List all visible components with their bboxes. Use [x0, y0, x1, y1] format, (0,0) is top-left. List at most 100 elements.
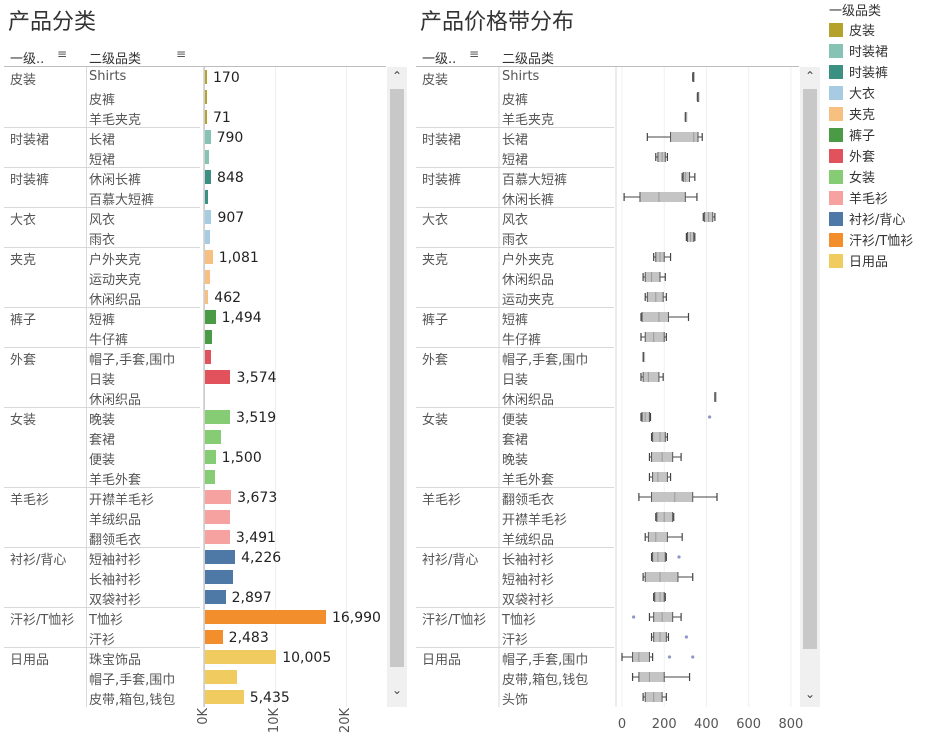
group-label: 羊毛衫: [422, 493, 462, 508]
bar[interactable]: [205, 510, 231, 524]
bar[interactable]: [205, 670, 238, 684]
legend-item[interactable]: 大衣: [829, 83, 875, 102]
bar-value-label: 1,081: [218, 250, 259, 266]
bar[interactable]: [205, 110, 207, 124]
group-label: 外套: [10, 353, 37, 368]
legend-item[interactable]: 时装裤: [829, 62, 888, 81]
box: [653, 612, 673, 622]
bar[interactable]: [205, 410, 231, 424]
bar[interactable]: [205, 430, 222, 444]
bar[interactable]: [205, 250, 213, 264]
group-label: 皮装: [422, 73, 449, 88]
bar[interactable]: [205, 610, 326, 624]
legend-item[interactable]: 夹克: [829, 104, 875, 123]
legend-label: 日用品: [849, 255, 889, 270]
bar[interactable]: [205, 310, 216, 324]
legend-item[interactable]: 日用品: [829, 251, 888, 270]
group-label: 夹克: [422, 253, 449, 268]
legend-item[interactable]: 皮装: [829, 20, 875, 39]
box: [647, 292, 664, 302]
category-label: 长裙: [502, 133, 529, 148]
category-label: 羊毛外套: [502, 473, 555, 488]
category-label: 休闲织品: [89, 293, 142, 308]
bar-value-label: 4,226: [241, 550, 282, 566]
category-label: Shirts: [89, 69, 127, 84]
category-label: 雨衣: [89, 233, 116, 248]
bar[interactable]: [205, 130, 211, 144]
left-col2-header[interactable]: 二级品类: [89, 52, 142, 67]
legend-item[interactable]: 衬衫/背心: [829, 209, 905, 228]
category-label: 羊绒织品: [89, 513, 142, 528]
axis-tick-label: 20K: [338, 708, 354, 734]
bar[interactable]: [205, 490, 232, 504]
sort-descending-icon[interactable]: ≡: [176, 47, 187, 61]
scrollbar-thumb[interactable]: [390, 89, 404, 667]
outlier-point: [632, 615, 636, 619]
scroll-down-icon[interactable]: ⌄: [804, 687, 816, 701]
bar[interactable]: [205, 270, 210, 284]
box: [683, 172, 690, 182]
sort-icon[interactable]: ≡: [469, 47, 480, 61]
outlier-point: [667, 655, 672, 659]
group-label: 衬衫/背心: [422, 553, 479, 568]
bar[interactable]: [205, 470, 215, 484]
bar[interactable]: [205, 370, 231, 384]
bar[interactable]: [205, 210, 212, 224]
legend-item[interactable]: 羊毛衫: [829, 188, 888, 207]
column-divider: [203, 67, 204, 707]
category-label: 日装: [502, 373, 529, 388]
bar-value-label: 1,500: [221, 450, 262, 466]
category-label: 雨衣: [502, 233, 529, 248]
left-col1-header[interactable]: 一级..: [10, 52, 45, 67]
bar[interactable]: [205, 190, 209, 204]
category-label: 皮裤: [502, 93, 529, 108]
left-scrollbar[interactable]: ⌃ ⌄: [387, 67, 407, 707]
legend-item[interactable]: 外套: [829, 146, 875, 165]
bar[interactable]: [205, 530, 230, 544]
bar-value-label: 3,519: [236, 410, 277, 426]
bar[interactable]: [205, 330, 213, 344]
legend-item[interactable]: 时装裙: [829, 41, 888, 60]
bar[interactable]: [205, 450, 216, 464]
scroll-up-icon[interactable]: ⌃: [804, 69, 816, 83]
box: [656, 512, 673, 522]
group-label: 汗衫/T恤衫: [422, 613, 487, 628]
bar[interactable]: [205, 90, 207, 104]
bar[interactable]: [205, 70, 207, 84]
box: [645, 272, 660, 282]
bar[interactable]: [205, 690, 244, 704]
box: [648, 532, 668, 542]
bar[interactable]: [205, 630, 223, 644]
legend-item[interactable]: 女装: [829, 167, 875, 186]
outlier-point: [684, 635, 688, 639]
bar[interactable]: [205, 570, 234, 584]
bar-gridline: [275, 67, 277, 707]
bar-value-label: 16,990: [331, 610, 381, 626]
scrollbar-thumb[interactable]: [803, 89, 817, 649]
bar[interactable]: [205, 290, 209, 304]
category-label: 套裙: [502, 433, 529, 448]
scroll-down-icon[interactable]: ⌄: [391, 683, 403, 697]
bar[interactable]: [205, 350, 212, 364]
bar[interactable]: [205, 170, 212, 184]
bar[interactable]: [205, 150, 209, 164]
right-scrollbar[interactable]: ⌃ ⌄: [800, 67, 820, 707]
category-label: 帽子,手套,围巾: [502, 653, 589, 668]
category-label: 珠宝饰品: [89, 653, 142, 668]
right-col2-header[interactable]: 二级品类: [502, 52, 555, 67]
group-label: 皮装: [10, 73, 37, 88]
legend-item[interactable]: 汗衫/T恤衫: [829, 230, 913, 249]
category-label: 便装: [502, 413, 529, 428]
right-col1-header[interactable]: 一级..: [422, 52, 457, 67]
group-label: 汗衫/T恤衫: [10, 613, 75, 628]
sort-icon[interactable]: ≡: [57, 47, 68, 61]
category-label: 休闲织品: [502, 393, 555, 408]
bar[interactable]: [205, 590, 226, 604]
bar[interactable]: [205, 230, 210, 244]
bar[interactable]: [205, 650, 277, 664]
bar[interactable]: [205, 550, 236, 564]
scroll-up-icon[interactable]: ⌃: [391, 69, 403, 83]
category-label: 短裙: [502, 153, 529, 168]
legend-item[interactable]: 裤子: [829, 125, 875, 144]
category-label: 休闲织品: [502, 273, 555, 288]
